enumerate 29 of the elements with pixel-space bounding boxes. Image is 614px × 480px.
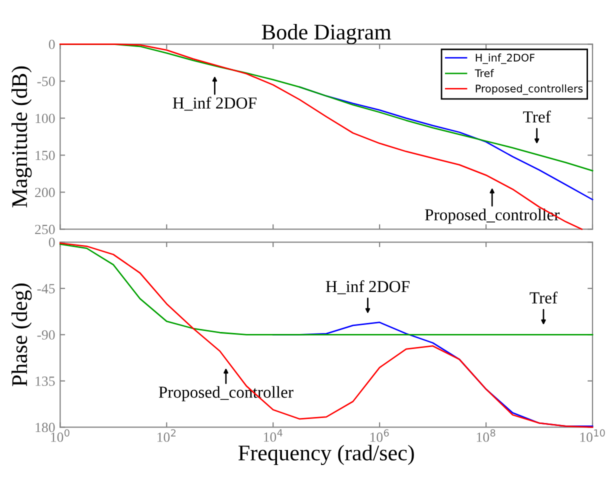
y-tick-label: 0 <box>48 238 55 248</box>
annotation: Proposed_controller <box>425 208 560 224</box>
x-tick-label: 10$^{8}$ <box>476 429 496 442</box>
y-tick-label: -90 <box>37 330 55 340</box>
y-tick-label: -50 <box>37 76 55 86</box>
y-tick-label: 100 <box>36 114 55 124</box>
x-axis-title: Frequency (rad/sec) <box>238 444 414 466</box>
chart-title: Bode Diagram <box>262 24 392 44</box>
y-tick-label: 200 <box>35 188 55 198</box>
x-tick-label: 10$^{4}$ <box>264 429 282 442</box>
y-tick-label: 250 <box>35 224 55 234</box>
y-axis-title: Magnitude (dB) <box>11 66 32 208</box>
y-tick-label: 0 <box>48 40 55 50</box>
annotation: Tref <box>530 292 558 304</box>
legend-label: Proposed_controllers <box>476 84 583 95</box>
y-tick-label: -45 <box>37 284 55 294</box>
line-series <box>59 242 594 428</box>
x-tick-label: 10$^{2}$ <box>158 429 176 442</box>
legend-label: Tref <box>474 69 494 78</box>
x-tick-label: 10$^{6}$ <box>370 429 389 442</box>
annotation: H_inf 2DOF <box>172 96 256 111</box>
annotation: H_inf 2DOF <box>326 280 410 294</box>
y-tick-label: 150 <box>36 150 55 160</box>
y-tick-label: 180 <box>36 422 55 432</box>
x-tick-label: 10$^{10}$ <box>580 429 605 442</box>
y-axis-title: Phase (deg) <box>11 284 32 386</box>
y-tick-label: 135 <box>36 376 55 386</box>
annotation: Tref <box>523 110 551 123</box>
legend-label: H_inf_2DOF <box>476 54 535 64</box>
